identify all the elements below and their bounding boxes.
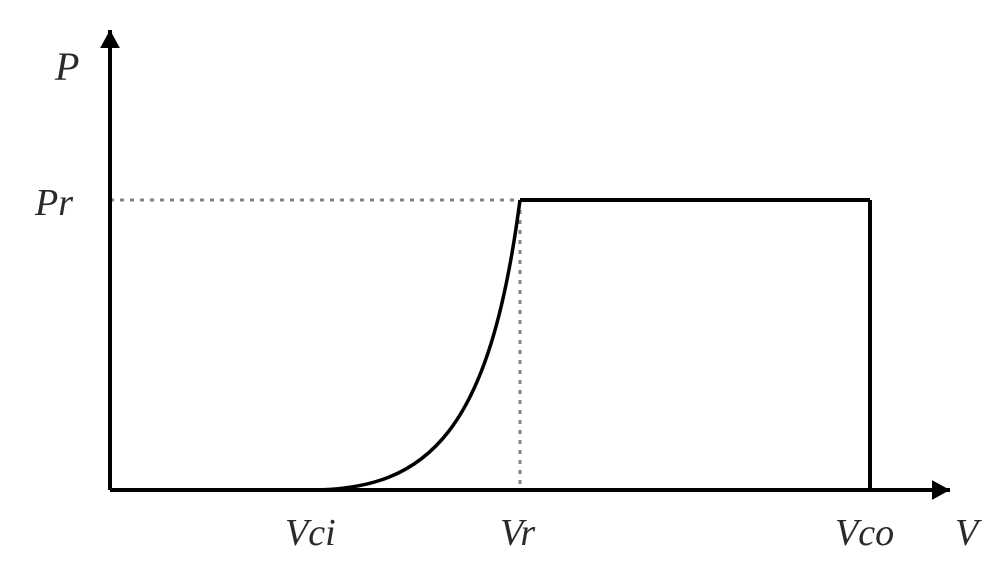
vci-tick-label: Vci [285,512,336,554]
chart-svg: P V Pr Vci Vr Vco [0,0,1000,586]
vco-tick-label: Vco [835,512,894,554]
pr-tick-label: Pr [34,182,73,224]
power-curve-chart: P V Pr Vci Vr Vco [0,0,1000,586]
chart-background [0,0,1000,586]
x-axis-label: V [955,512,982,554]
y-axis-label: P [54,44,79,89]
vr-tick-label: Vr [500,512,535,554]
